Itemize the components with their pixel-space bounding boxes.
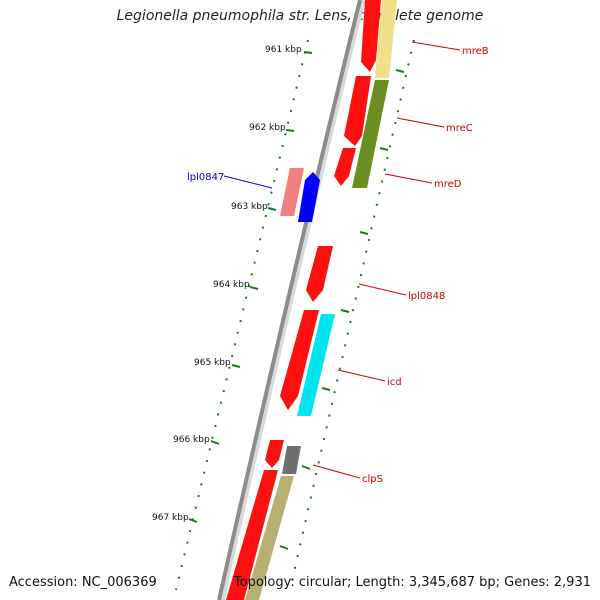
tick-961: 961 kbp [265,45,313,55]
cog-bar-mreC[interactable] [352,80,389,188]
gene-mreD[interactable] [334,148,356,186]
label-mreD[interactable]: mreD [434,179,462,190]
tick-label-966: 966 kbp [173,435,210,445]
gene-mreC[interactable] [344,76,371,146]
genome-backbone-core [217,0,362,600]
tick-964: 964 kbp [213,280,259,290]
gene-lpl0847[interactable] [298,172,320,222]
label-mreC[interactable]: mreC [446,123,473,134]
gene-mreB[interactable] [361,0,381,72]
tick-965: 965 kbp [194,358,241,368]
label-icd[interactable]: icd [387,377,402,388]
tick-966: 966 kbp [173,435,220,445]
leader-mreB [411,41,461,51]
inner-dotted-track [289,39,415,591]
leader-mreC [396,117,445,128]
cog-bar-mreB[interactable] [375,0,397,78]
label-lpl0848[interactable]: lpl0848 [408,291,445,302]
gene-icd[interactable] [280,310,319,410]
tick-label-963: 963 kbp [231,202,268,212]
tick-label-967: 967 kbp [152,513,189,523]
tick-label-965: 965 kbp [194,358,231,368]
tick-label-961: 961 kbp [265,45,302,55]
leader-lpl0847 [223,175,273,189]
cog-bar-icd[interactable] [297,314,335,416]
tick-mark [231,364,241,368]
leader-mreD [384,173,433,184]
tick-mark [210,440,220,445]
leader-lpl0848 [358,283,407,296]
tick-963: 963 kbp [231,202,277,212]
gene-lpl0848[interactable] [306,246,333,302]
genome-summary-text: Topology: circular; Length: 3,345,687 bp… [233,575,591,590]
inner-ticks [279,69,405,550]
tick-mark [188,518,198,523]
tick-label-962: 962 kbp [249,123,286,133]
accession-text: Accession: NC_006369 [9,575,157,590]
leader-icd [337,369,386,382]
cog-bar-clpS[interactable] [282,446,301,474]
tick-mark [285,129,295,132]
tick-967: 967 kbp [152,513,198,523]
tick-mark [249,286,259,290]
genome-backbone [217,0,366,600]
label-mreB[interactable]: mreB [462,46,489,57]
tick-label-964: 964 kbp [213,280,250,290]
label-clpS[interactable]: clpS [362,474,383,485]
tick-mark [267,207,277,211]
cog-bar-next[interactable] [245,476,294,600]
tick-962: 962 kbp [249,123,295,133]
gene-clpS-red[interactable] [265,440,284,468]
gene-lpl0847-cog[interactable] [280,168,304,216]
leader-clpS [312,464,361,479]
tick-mark [303,51,313,54]
gene-next-red[interactable] [226,470,278,600]
label-lpl0847[interactable]: lpl0847 [187,172,224,183]
